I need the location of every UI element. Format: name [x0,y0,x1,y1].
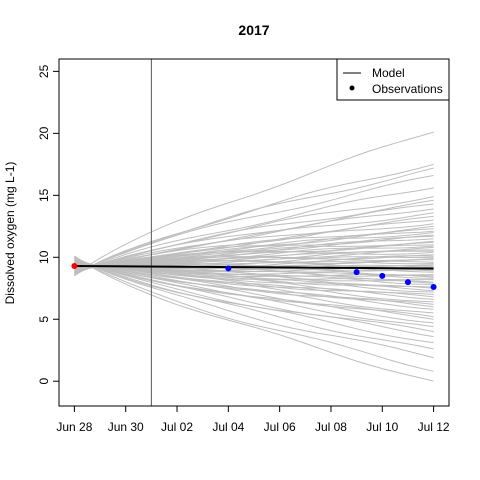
legend: Model Observations [336,58,450,101]
ensemble-line [74,255,434,372]
chart-title: 2017 [238,22,269,38]
ensemble-line [74,258,434,310]
ensemble-line [74,163,434,277]
y-tick-label: 10 [37,250,51,264]
ensemble-line [74,175,434,276]
y-tick-label: 15 [37,188,51,202]
observation-point [379,272,386,279]
x-tick-label: Jul 12 [418,420,450,434]
ensemble-line [74,262,434,284]
legend-observations-swatch [349,85,355,91]
observation-point [430,284,437,291]
ensemble-line [74,258,434,320]
legend-box [336,58,450,101]
ensemble-line [74,230,434,273]
x-tick-label: Jun 30 [108,420,144,434]
x-tick-label: Jul 04 [212,420,244,434]
ensemble-line [74,257,434,333]
observation-point [225,265,232,272]
x-axis: Jun 28 Jun 30 Jul 02 Jul 04 Jul 06 Jul 08 Jul … [56,405,450,434]
ensemble-lines [74,131,434,382]
ensemble-line [74,256,434,359]
ensemble-line [74,208,434,275]
y-tick-label: 5 [37,316,51,323]
x-tick-label: Jul 08 [315,420,347,434]
ensemble-line [74,223,434,274]
model-mean-line [74,264,434,270]
plot-area [58,58,450,407]
y-axis: 0 5 10 15 20 25 [37,64,60,385]
observation-points [225,265,437,291]
ensemble-line [74,261,434,292]
initial-observation-point [71,262,78,269]
legend-observations-label: Observations [372,82,443,96]
y-tick-label: 20 [37,126,51,140]
ensemble-line [74,131,434,277]
ensemble-line [74,167,434,276]
y-tick-label: 25 [37,64,51,78]
x-tick-label: Jul 10 [366,420,398,434]
x-tick-label: Jul 02 [161,420,193,434]
ensemble-line [74,256,434,344]
observation-point [404,279,411,286]
ensemble-line [74,255,434,382]
legend-model-label: Model [372,66,405,80]
ensemble-line [74,196,434,275]
y-tick-label: 0 [37,378,51,385]
y-axis-label: Dissolved oxygen (mg L-1) [3,162,17,305]
x-tick-label: Jun 28 [56,420,92,434]
ensemble-line [74,256,434,350]
ensemble-line [74,187,434,276]
x-tick-label: Jul 06 [264,420,296,434]
ensemble-line [74,203,434,275]
observation-point [353,269,360,276]
